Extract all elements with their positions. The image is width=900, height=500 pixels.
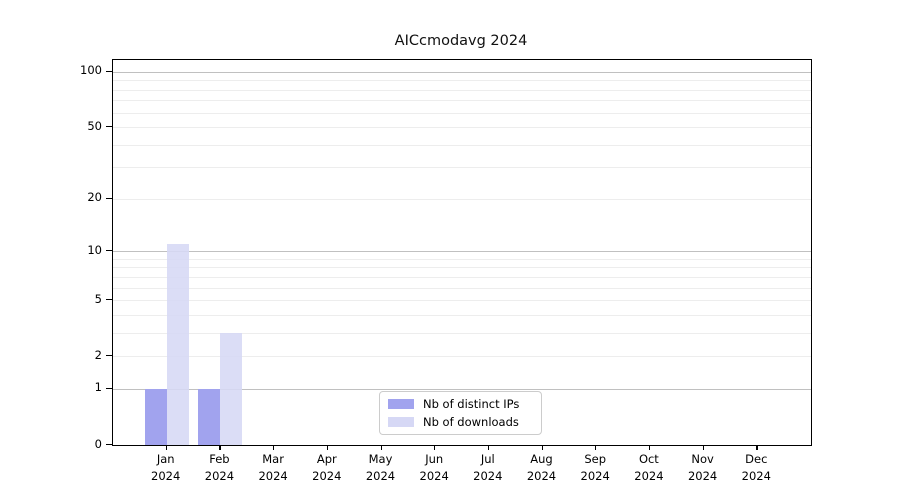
y-axis-tick-mark [106, 387, 112, 390]
bar-downloads-jan [166, 244, 189, 445]
gridline-30 [113, 167, 811, 169]
bar-downloads-feb [220, 332, 243, 445]
y-axis-tick-label-1: 1 [94, 380, 102, 395]
x-axis-tick-mark [595, 445, 597, 450]
y-axis-tick-label-2: 2 [94, 347, 102, 362]
gridline-50 [113, 127, 811, 129]
x-axis-tick-mark [273, 445, 275, 450]
bar-distinct-ips-jan [144, 388, 167, 445]
gridline-1 [113, 388, 811, 390]
x-axis-tick-mark [380, 445, 382, 450]
y-axis-tick-mark [106, 355, 112, 357]
x-axis-tick-label-oct: Oct 2024 [634, 452, 664, 483]
y-axis-tick-mark [106, 299, 112, 301]
legend-swatch-downloads [388, 417, 414, 427]
legend-item-downloads: Nb of downloads [388, 415, 533, 429]
x-axis-tick-mark [434, 445, 436, 450]
gridline-6 [113, 287, 811, 289]
x-axis-tick-label-apr: Apr 2024 [312, 452, 342, 483]
x-axis-tick-label-jul: Jul 2024 [473, 452, 503, 483]
gridline-2 [113, 356, 811, 358]
gridline-70 [113, 100, 811, 102]
gridline-20 [113, 198, 811, 200]
x-axis-tick-label-jun: Jun 2024 [419, 452, 449, 483]
gridline-10 [113, 251, 811, 253]
y-axis-tick-mark [106, 126, 112, 128]
y-axis-tick-label-10: 10 [87, 242, 102, 257]
x-axis-tick-mark [487, 445, 490, 450]
x-axis-tick-mark [648, 445, 651, 450]
x-axis-tick-label-nov: Nov 2024 [687, 452, 718, 483]
gridline-90 [113, 80, 811, 82]
legend-label-distinct-ips: Nb of distinct IPs [423, 397, 520, 411]
gridline-3 [113, 332, 811, 334]
x-axis-tick-mark [165, 445, 167, 450]
y-axis-tick-label-20: 20 [87, 190, 102, 205]
x-axis-tick-mark [326, 445, 329, 450]
y-axis-tick-mark [106, 197, 112, 200]
gridline-7 [113, 276, 811, 278]
y-axis-tick-mark [106, 250, 112, 252]
y-axis-tick-label-5: 5 [94, 291, 102, 306]
legend-swatch-distinct-ips [388, 399, 414, 409]
x-axis-tick-mark [756, 445, 758, 450]
bar-distinct-ips-feb [198, 388, 221, 445]
y-axis-tick-label-50: 50 [87, 118, 102, 133]
y-axis-tick-label-100: 100 [80, 63, 102, 78]
x-axis-tick-label-aug: Aug 2024 [526, 452, 557, 483]
gridline-40 [113, 144, 811, 146]
gridline-4 [113, 314, 811, 316]
y-axis-tick-mark [106, 444, 112, 446]
legend-item-distinct-ips: Nb of distinct IPs [388, 397, 533, 411]
gridline-8 [113, 267, 811, 269]
y-axis-tick-mark [106, 70, 112, 73]
chart-title: AICcmodavg 2024 [394, 33, 528, 49]
x-axis-tick-mark [702, 445, 704, 450]
x-axis-tick-label-dec: Dec 2024 [741, 452, 771, 483]
x-axis-tick-label-may: May 2024 [365, 452, 396, 483]
x-axis-tick-label-sep: Sep 2024 [580, 452, 610, 483]
x-axis-tick-label-feb: Feb 2024 [204, 452, 235, 483]
gridline-9 [113, 258, 811, 260]
x-axis-tick-label-mar: Mar 2024 [258, 452, 288, 483]
gridline-80 [113, 89, 811, 91]
y-axis-tick-label-0: 0 [94, 436, 102, 451]
gridline-5 [113, 300, 811, 302]
x-axis-tick-mark [541, 445, 543, 450]
x-axis-tick-label-jan: Jan 2024 [151, 452, 181, 483]
x-axis-tick-mark [219, 445, 221, 450]
legend-label-downloads: Nb of downloads [423, 415, 519, 429]
gridline-60 [113, 112, 811, 114]
legend: Nb of distinct IPs Nb of downloads [379, 391, 542, 435]
gridline-100 [113, 71, 811, 73]
plot-area [112, 59, 812, 446]
